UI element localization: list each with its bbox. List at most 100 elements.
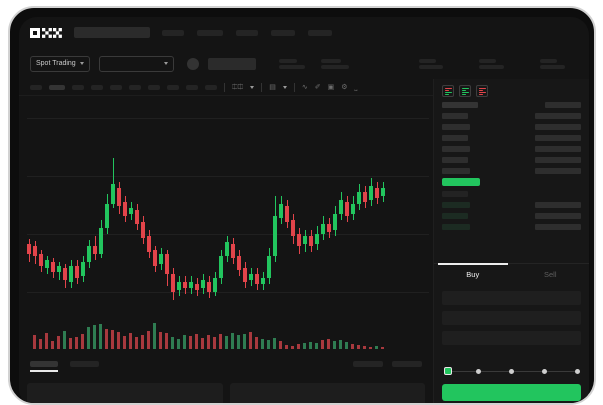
toolbar-item-2[interactable] (49, 84, 65, 90)
slider-node-4[interactable] (575, 368, 580, 374)
fullscreen-icon[interactable]: ⎵ (354, 83, 358, 91)
orderbook-row[interactable] (442, 134, 581, 142)
bottom-panel-tabs (19, 357, 433, 375)
bottom-action-1[interactable] (353, 361, 383, 367)
gridline-0 (27, 118, 429, 119)
orderbook-cell-right (535, 146, 581, 152)
slider-node-0[interactable] (444, 367, 452, 375)
global-search-input[interactable] (74, 27, 150, 38)
ticker-bar: Spot Trading (19, 48, 589, 79)
orderbook-cell-left (442, 213, 468, 219)
orderbook-row[interactable] (442, 212, 581, 220)
orderbook-row[interactable] (442, 156, 581, 164)
okx-logo[interactable] (30, 27, 62, 38)
stat-1-value (278, 64, 305, 69)
slider-node-1[interactable] (476, 368, 481, 374)
order-form-fields (442, 291, 581, 351)
bottom-tab-1-underline (30, 370, 58, 372)
toolbar-item-3[interactable] (72, 84, 84, 90)
bottom-action-2[interactable] (392, 361, 422, 367)
toolbar-item-5[interactable] (110, 84, 122, 90)
toolbar-item-8[interactable] (167, 84, 179, 90)
orderbook-row[interactable] (442, 201, 581, 209)
orderbook-row[interactable] (442, 112, 581, 120)
nav-item-1[interactable] (162, 29, 184, 36)
volume-bar (135, 337, 138, 349)
volume-bar (195, 334, 198, 349)
volume-bar (243, 334, 246, 349)
nav-items (162, 29, 332, 36)
orderbook-cell-right (535, 135, 581, 141)
slider-node-3[interactable] (542, 368, 547, 374)
buy-sell-tabs: Buy Sell (434, 263, 589, 285)
toolbar-item-7[interactable] (148, 84, 160, 90)
nav-item-5[interactable] (308, 29, 332, 36)
orderbook-row[interactable] (442, 167, 581, 175)
stat-5 (539, 58, 565, 69)
bottom-tab-1[interactable] (30, 360, 58, 372)
toolbar-item-4[interactable] (91, 84, 103, 90)
submit-buy-button[interactable] (442, 384, 581, 401)
trading-mode-dropdown[interactable]: Spot Trading (30, 55, 90, 72)
volume-bar (57, 336, 60, 349)
pencil-tool-icon[interactable]: ✐ (314, 83, 321, 91)
buy-tab-label: Buy (466, 270, 480, 279)
order-amount-field[interactable] (442, 311, 581, 325)
toolbar-divider-3 (293, 82, 295, 92)
volume-bar (261, 339, 264, 349)
orderbook-mode-both-icon[interactable] (442, 85, 454, 97)
chart-type-icon[interactable]: ▤ (269, 83, 276, 91)
toolbar-item-1[interactable] (30, 84, 42, 90)
orderbook-cell-left (442, 202, 470, 208)
indicators-icon[interactable]: ⎅⎅ (232, 83, 244, 91)
volume-bar (231, 333, 234, 349)
volume-bar (225, 336, 228, 349)
line-tool-icon[interactable]: ∿ (301, 83, 308, 91)
volume-bar (285, 345, 288, 349)
bottom-panel-cards (19, 383, 433, 403)
orderbook-cell-right (535, 124, 581, 130)
toolbar-item-6[interactable] (129, 84, 141, 90)
volume-bar (33, 335, 36, 349)
order-total-field[interactable] (442, 331, 581, 345)
app-screen: Spot Trading (19, 17, 589, 403)
pair-selector-dropdown[interactable] (98, 55, 174, 72)
volume-bar (177, 339, 180, 349)
orderbook-header-left (442, 102, 478, 108)
orderbook-header-row (442, 101, 581, 109)
volume-bar (315, 343, 318, 349)
chevron-down-icon (79, 62, 84, 65)
bottom-card-1[interactable] (27, 383, 223, 403)
settings-icon[interactable]: ⚙ (341, 83, 348, 91)
orderbook-mode-sell-icon[interactable] (476, 85, 488, 97)
order-price-field[interactable] (442, 291, 581, 305)
orderbook-row[interactable] (442, 190, 581, 198)
toolbar-item-10[interactable] (205, 84, 217, 90)
slider-node-2[interactable] (509, 368, 514, 374)
nav-item-2[interactable] (197, 29, 223, 36)
chart-type-chevron-icon[interactable] (282, 85, 287, 89)
stat-2-value (320, 64, 349, 69)
toolbar-item-9[interactable] (186, 84, 198, 90)
gridline-3 (27, 292, 429, 293)
interval-chevron-icon[interactable] (250, 85, 255, 89)
candlestick-chart[interactable] (19, 96, 433, 311)
buy-tab-underline (438, 263, 508, 265)
buy-tab[interactable]: Buy (434, 263, 512, 285)
orderbook-row[interactable] (442, 145, 581, 153)
orderbook-mode-switcher (434, 79, 589, 101)
amount-percent-slider[interactable] (444, 367, 580, 377)
volume-bar (213, 337, 216, 349)
orderbook-rows (434, 101, 589, 231)
nav-item-4[interactable] (271, 29, 295, 36)
volume-bar (81, 334, 84, 349)
orderbook-row[interactable] (442, 223, 581, 231)
volume-bar (123, 336, 126, 349)
bottom-card-2[interactable] (229, 383, 425, 403)
bottom-tab-2[interactable] (70, 360, 99, 372)
nav-item-3[interactable] (236, 29, 258, 36)
orderbook-mode-buy-icon[interactable] (459, 85, 471, 97)
sell-tab[interactable]: Sell (512, 264, 590, 285)
camera-icon[interactable]: ▣ (327, 83, 335, 91)
orderbook-row[interactable] (442, 123, 581, 131)
